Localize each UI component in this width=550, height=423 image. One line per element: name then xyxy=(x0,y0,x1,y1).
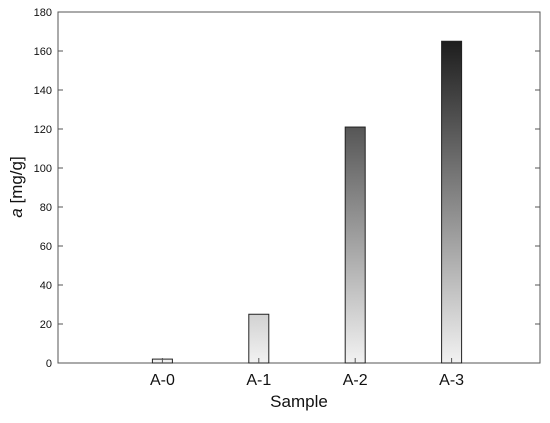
plot-area-frame xyxy=(57,11,541,364)
y-tick-label: 140 xyxy=(34,85,52,97)
y-tick-label: 60 xyxy=(40,241,52,253)
y-tick-label: 80 xyxy=(40,202,52,214)
y-axis-title-symbol: a xyxy=(7,208,26,217)
y-tick-label: 180 xyxy=(34,7,52,19)
x-tick-label: A-2 xyxy=(343,372,368,389)
x-tick-label: A-3 xyxy=(439,372,464,389)
bars-group xyxy=(151,40,463,364)
bar-a-2 xyxy=(344,126,366,364)
y-tick-label: 100 xyxy=(34,163,52,175)
x-tick-label: A-1 xyxy=(246,372,271,389)
y-tick-label: 20 xyxy=(40,319,52,331)
x-tick-label: A-0 xyxy=(150,372,175,389)
y-tick-label: 0 xyxy=(46,358,52,370)
y-axis-ticks: 0 20 40 60 80 100 120 140 160 180 xyxy=(34,7,540,370)
y-tick-label: 40 xyxy=(40,280,52,292)
y-tick-label: 120 xyxy=(34,124,52,136)
x-axis-title: Sample xyxy=(270,392,328,411)
y-axis-title: a [mg/g] xyxy=(7,156,26,217)
y-tick-label: 160 xyxy=(34,46,52,58)
y-axis-title-unit: [mg/g] xyxy=(7,156,26,208)
bar-a-1 xyxy=(248,313,270,364)
x-axis-ticks: A-0 A-1 A-2 A-3 xyxy=(150,358,464,389)
bar-a-3 xyxy=(441,40,463,364)
